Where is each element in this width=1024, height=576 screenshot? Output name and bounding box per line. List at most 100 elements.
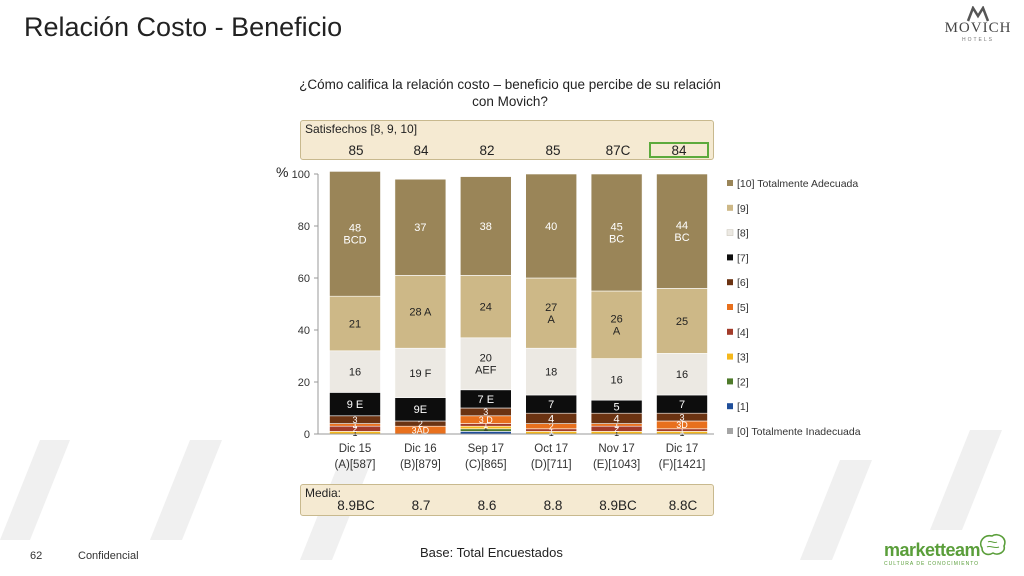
media-value: 8.8C	[668, 498, 698, 513]
media-value: 8.8	[543, 498, 563, 513]
data-label: 28 A	[409, 307, 432, 319]
data-label: AEF	[475, 365, 497, 377]
data-label: 3	[483, 407, 488, 417]
data-label: 2	[352, 424, 357, 434]
y-tick-label: 80	[298, 221, 310, 233]
movich-m-icon	[966, 6, 990, 22]
data-label: 37	[414, 222, 426, 234]
data-label: 7 E	[478, 394, 495, 406]
data-label: 40	[545, 221, 557, 233]
bar-segment	[394, 347, 447, 398]
satisfied-value: 84	[413, 143, 429, 158]
legend-swatch	[727, 204, 733, 211]
data-label: 2	[614, 424, 619, 434]
y-axis-unit: %	[276, 164, 289, 180]
x-category-label: Dic 15	[339, 443, 372, 455]
bar-segment	[525, 347, 578, 396]
data-label: 24	[480, 301, 492, 313]
bar-segment	[329, 295, 381, 352]
legend-swatch	[727, 378, 733, 385]
x-category-sublabel: (D)[711]	[531, 459, 572, 471]
legend-label: [3]	[737, 352, 749, 364]
legend-label: [7]	[737, 252, 749, 264]
data-label: 1	[549, 428, 554, 438]
legend-swatch	[727, 180, 733, 186]
data-label: BC	[674, 232, 689, 244]
bar-segment	[590, 173, 643, 292]
base-label: Base: Total Encuestados	[420, 545, 563, 560]
legend-swatch	[727, 328, 733, 335]
legend-swatch	[727, 254, 733, 261]
bar-segment	[656, 173, 708, 289]
x-category-label: Dic 17	[666, 443, 699, 455]
bar-segment	[656, 288, 708, 354]
legend-swatch	[727, 279, 733, 286]
y-tick-label: 40	[298, 325, 310, 337]
data-label: A	[613, 326, 621, 338]
data-label: 19 F	[409, 368, 431, 380]
data-label: 1	[549, 425, 554, 435]
legend-label: [2]	[737, 376, 749, 388]
legend-label: [8]	[737, 228, 749, 240]
brand-name: marketteam	[884, 540, 981, 560]
x-category-label: Nov 17	[598, 443, 634, 455]
media-label: Media:	[305, 486, 342, 500]
data-label: 1	[614, 420, 619, 430]
data-label: BC	[609, 233, 624, 245]
bar-segment	[656, 353, 708, 396]
satisfied-value: 85	[545, 143, 561, 158]
data-label: 27	[545, 302, 557, 314]
data-label: 9 E	[347, 399, 364, 411]
data-label: 16	[349, 366, 361, 378]
data-label: 3	[352, 415, 357, 425]
confidential-label: Confidencial	[78, 550, 139, 562]
x-category-label: Sep 17	[468, 443, 504, 455]
y-tick-label: 100	[292, 169, 310, 181]
data-label: 16	[676, 369, 688, 381]
data-label: 38	[480, 221, 492, 233]
logo-subtext: HOTELS	[961, 37, 994, 43]
satisfied-highlight-box	[649, 142, 709, 158]
data-label: 9E	[414, 404, 427, 416]
data-label: 3 D	[479, 415, 494, 425]
data-label: 3D	[676, 420, 688, 430]
bar-segment	[525, 173, 578, 279]
legend-label: [1]	[737, 401, 749, 413]
data-label: BCD	[343, 235, 366, 247]
data-label: 1	[679, 425, 684, 435]
page-title: Relación Costo - Beneficio	[24, 12, 343, 42]
data-label: A	[548, 314, 556, 326]
data-label: 48	[349, 223, 361, 235]
data-label: 2	[418, 419, 423, 429]
legend-label: [9]	[737, 203, 749, 215]
data-label: 45	[610, 221, 622, 233]
satisfied-label: Satisfechos [8, 9, 10]	[305, 122, 418, 136]
data-label: 2	[549, 421, 554, 431]
bar-segment	[459, 337, 512, 391]
marketteam-logo: marketteam CULTURA DE CONOCIMIENTO	[884, 533, 1010, 574]
satisfied-value: 87C	[605, 143, 631, 158]
bar-segment	[329, 171, 381, 297]
x-category-sublabel: (A)[587]	[335, 459, 376, 471]
data-label: 3	[679, 412, 684, 422]
x-category-sublabel: (C)[865]	[465, 459, 507, 471]
page-number: 62	[30, 550, 43, 562]
data-label: 1	[483, 420, 488, 430]
legend-label: [6]	[737, 277, 749, 289]
y-tick-label: 60	[298, 273, 310, 285]
data-label: 25	[676, 316, 688, 328]
data-label: 7	[548, 399, 554, 411]
data-label: 1	[679, 428, 684, 438]
x-category-sublabel: (B)[879]	[400, 459, 441, 471]
media-value: 8.9BC	[337, 498, 375, 513]
brand-tagline: CULTURA DE CONOCIMIENTO	[884, 561, 980, 567]
x-category-sublabel: (F)[1421]	[659, 459, 706, 471]
data-label: 7	[679, 399, 685, 411]
data-label: 21	[349, 318, 361, 330]
legend-label: [10] Totalmente Adecuada	[737, 178, 858, 190]
x-category-label: Oct 17	[534, 443, 568, 455]
legend-swatch	[726, 229, 734, 236]
legend-swatch	[727, 428, 733, 434]
data-label: 1	[483, 423, 488, 433]
